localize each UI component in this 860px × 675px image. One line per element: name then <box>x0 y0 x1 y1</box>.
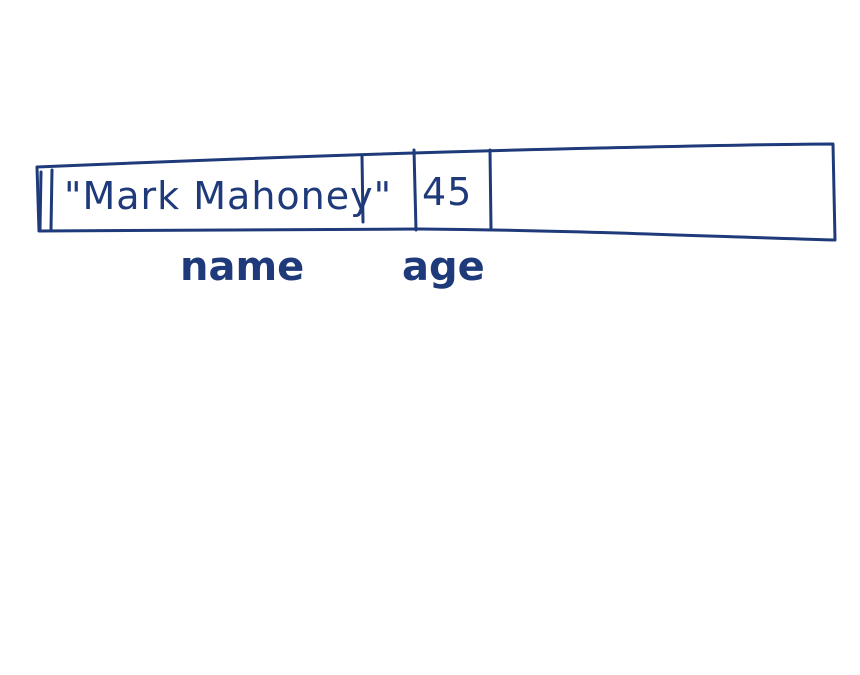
strip-left-divider-2 <box>49 168 54 231</box>
age-label: age <box>402 244 485 290</box>
name-cell-divider <box>360 154 365 224</box>
name-label: name <box>180 244 304 290</box>
age-value: 45 <box>422 170 472 214</box>
age-cell-left-divider <box>412 148 418 232</box>
strip-left-divider-1 <box>38 170 43 231</box>
age-cell-right-divider <box>488 148 493 231</box>
memory-strip-outline <box>35 142 837 242</box>
name-value: "Mark Mahoney" <box>64 174 392 218</box>
